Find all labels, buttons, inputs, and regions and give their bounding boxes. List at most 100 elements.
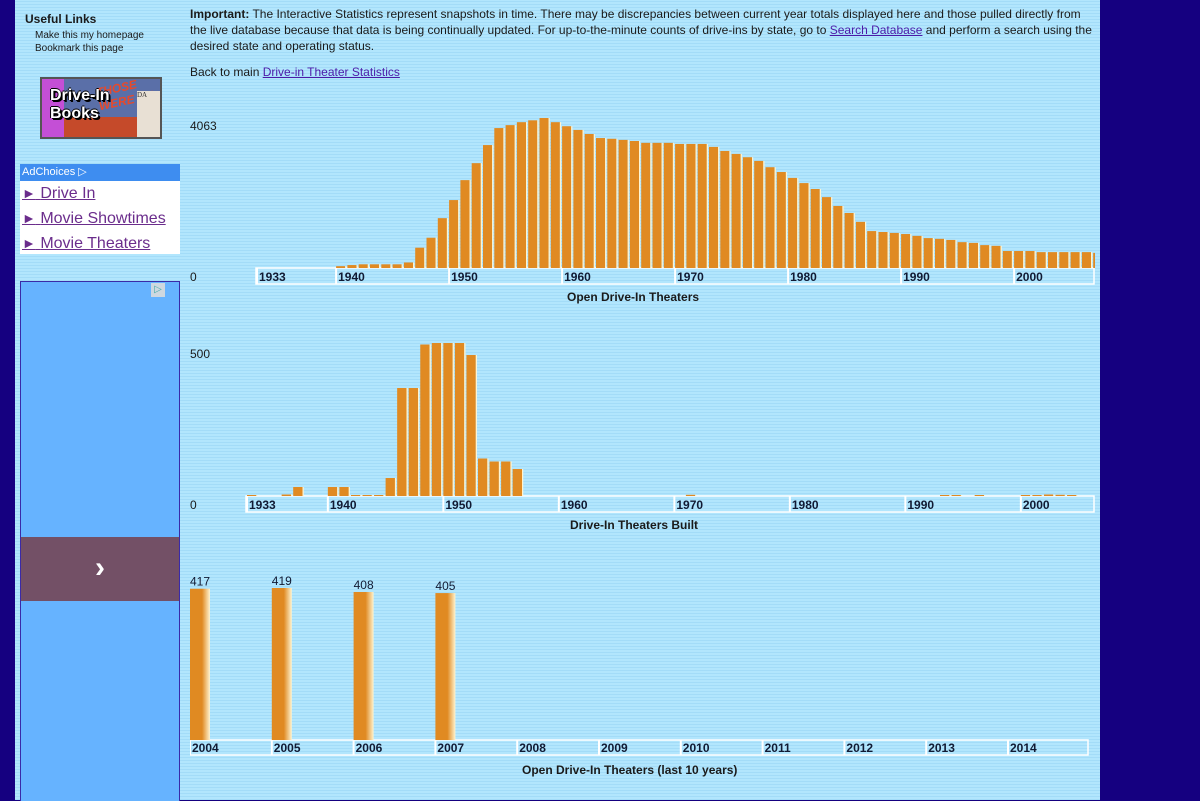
bar[interactable] — [867, 231, 877, 268]
bar[interactable] — [923, 238, 933, 268]
bar[interactable] — [528, 120, 538, 268]
bar[interactable] — [271, 588, 292, 740]
bar[interactable] — [370, 264, 380, 268]
drive-in-statistics-link[interactable]: Drive-in Theater Statistics — [262, 65, 400, 79]
ad-link-movie-showtimes[interactable]: ► Movie Showtimes — [22, 206, 180, 231]
bar[interactable] — [596, 138, 606, 268]
bar[interactable] — [454, 343, 465, 496]
bar[interactable] — [1025, 251, 1035, 268]
bar[interactable] — [449, 200, 459, 268]
bar[interactable] — [494, 128, 504, 268]
bar[interactable] — [431, 343, 442, 496]
bar[interactable] — [974, 495, 984, 496]
bar[interactable] — [618, 139, 628, 268]
bar[interactable] — [951, 495, 961, 496]
bar[interactable] — [697, 143, 707, 268]
bar[interactable] — [822, 197, 832, 268]
bar[interactable] — [403, 262, 413, 268]
bar[interactable] — [562, 126, 572, 268]
bar[interactable] — [1067, 495, 1077, 496]
bookmark-page-link[interactable]: Bookmark this page — [35, 43, 124, 54]
bar[interactable] — [1043, 494, 1054, 497]
bar[interactable] — [652, 142, 662, 268]
bar[interactable] — [437, 218, 447, 268]
bar[interactable] — [980, 245, 990, 268]
bar[interactable] — [731, 153, 741, 268]
bar[interactable] — [281, 494, 291, 497]
bar[interactable] — [435, 593, 456, 740]
bar[interactable] — [501, 461, 511, 497]
bar[interactable] — [1020, 495, 1031, 496]
bar[interactable] — [1002, 251, 1012, 268]
bar[interactable] — [466, 355, 476, 496]
bar[interactable] — [339, 487, 349, 496]
bar[interactable] — [539, 118, 549, 268]
bar[interactable] — [1032, 495, 1042, 496]
bar[interactable] — [641, 142, 651, 268]
bar[interactable] — [607, 138, 617, 268]
bar[interactable] — [991, 245, 1001, 268]
bar[interactable] — [483, 145, 493, 268]
bar[interactable] — [901, 234, 911, 268]
bar[interactable] — [1059, 252, 1069, 268]
bar[interactable] — [347, 265, 357, 268]
bar[interactable] — [1081, 252, 1091, 268]
bar[interactable] — [505, 125, 515, 268]
bar[interactable] — [889, 232, 899, 268]
bar[interactable] — [629, 141, 639, 268]
bar[interactable] — [550, 122, 560, 269]
bar[interactable] — [381, 264, 391, 268]
bar[interactable] — [855, 221, 865, 268]
bar[interactable] — [516, 122, 526, 269]
bar[interactable] — [788, 177, 798, 268]
bar[interactable] — [1036, 252, 1046, 268]
bar[interactable] — [844, 212, 854, 268]
bar[interactable] — [415, 247, 425, 268]
bar[interactable] — [675, 143, 685, 268]
bar[interactable] — [471, 163, 481, 268]
adchoices-header[interactable]: AdChoices ▷ — [20, 164, 180, 181]
bar[interactable] — [765, 167, 775, 268]
bar[interactable] — [1048, 252, 1058, 268]
bar[interactable] — [353, 591, 374, 740]
bar[interactable] — [358, 264, 368, 268]
bar[interactable] — [573, 129, 583, 268]
bar[interactable] — [799, 183, 809, 268]
bar[interactable] — [720, 150, 730, 268]
bar[interactable] — [1093, 252, 1095, 268]
bar[interactable] — [489, 461, 499, 497]
bar[interactable] — [878, 232, 888, 268]
bar[interactable] — [420, 344, 430, 497]
bar[interactable] — [935, 238, 945, 268]
bar[interactable] — [1055, 494, 1065, 496]
search-database-link[interactable]: Search Database — [829, 23, 923, 37]
bar[interactable] — [742, 157, 752, 268]
bar[interactable] — [293, 487, 303, 496]
bar[interactable] — [190, 588, 210, 740]
bar[interactable] — [362, 495, 372, 496]
bar[interactable] — [940, 495, 950, 496]
ad-panel[interactable]: ▷ › — [20, 281, 180, 801]
bar[interactable] — [663, 142, 673, 268]
bar[interactable] — [946, 239, 956, 268]
bar[interactable] — [374, 495, 384, 496]
bar[interactable] — [408, 388, 419, 496]
bar[interactable] — [810, 188, 820, 268]
bar[interactable] — [968, 242, 978, 268]
bar[interactable] — [350, 495, 361, 496]
bar[interactable] — [685, 494, 696, 496]
bar[interactable] — [709, 146, 719, 268]
adchoices-icon[interactable]: ▷ — [151, 283, 165, 297]
ad-link-movie-theaters[interactable]: ► Movie Theaters — [22, 231, 180, 256]
bar[interactable] — [1070, 252, 1080, 268]
bar[interactable] — [327, 487, 338, 496]
bar[interactable] — [443, 343, 453, 496]
bar[interactable] — [754, 160, 764, 268]
bar[interactable] — [397, 388, 407, 496]
ad-link-drive-in[interactable]: ► Drive In — [22, 181, 180, 206]
bar[interactable] — [247, 495, 257, 496]
ad-next-button[interactable]: › — [21, 537, 179, 601]
bar[interactable] — [385, 478, 395, 496]
bar[interactable] — [584, 133, 594, 268]
bar[interactable] — [957, 242, 967, 268]
